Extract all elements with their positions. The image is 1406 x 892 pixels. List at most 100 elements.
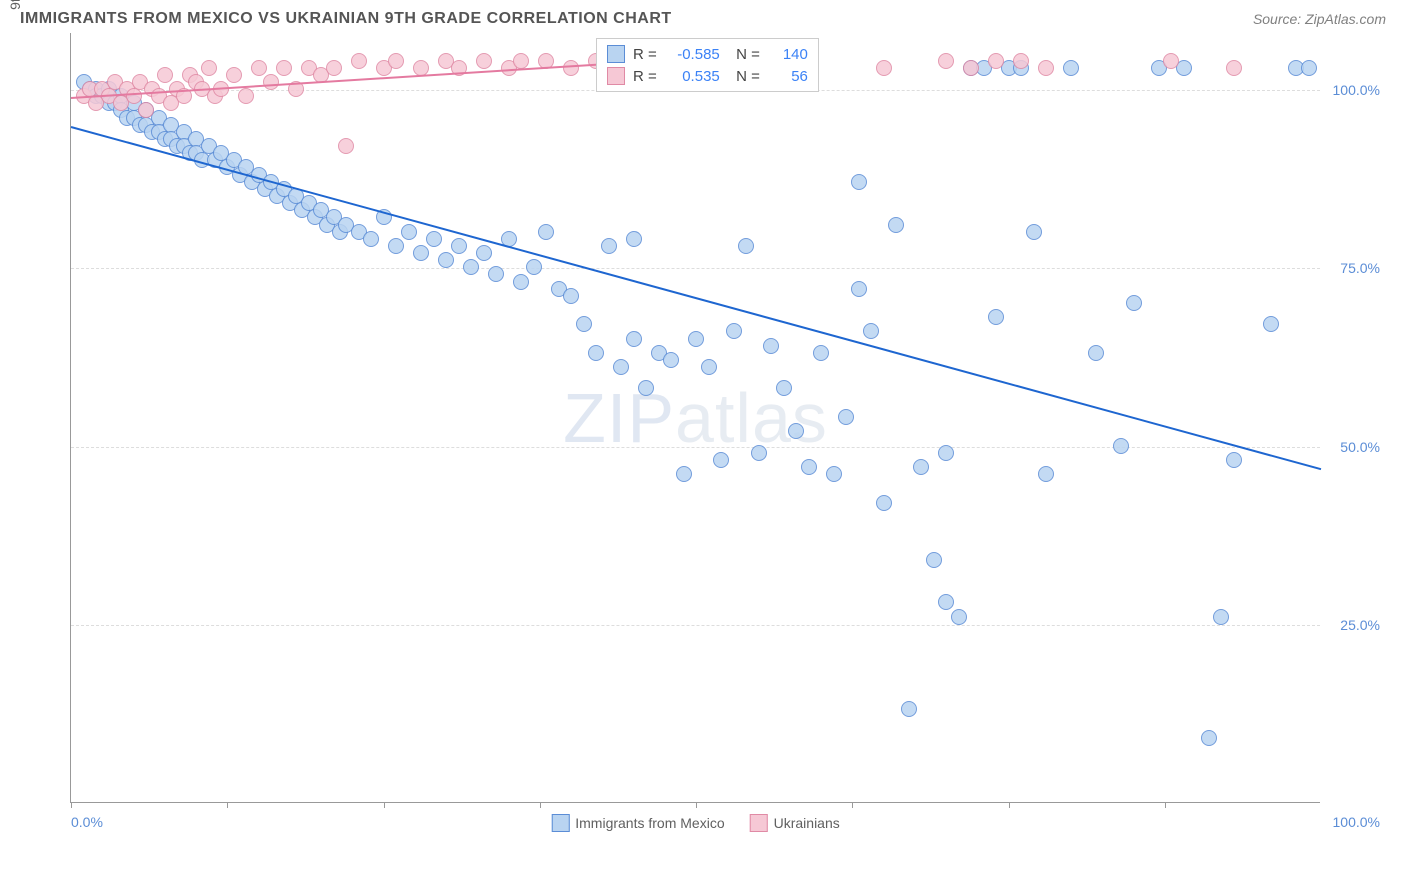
data-point [463,259,479,275]
data-point [713,452,729,468]
data-point [1026,224,1042,240]
data-point [401,224,417,240]
data-point [413,60,429,76]
data-point [588,345,604,361]
legend-item: Ukrainians [750,814,840,832]
trend-line [71,62,634,100]
data-point [838,409,854,425]
data-point [226,67,242,83]
data-point [1113,438,1129,454]
data-point [626,231,642,247]
watermark-thin: atlas [675,379,828,457]
n-value: 140 [768,46,808,63]
data-point [488,266,504,282]
data-point [1126,295,1142,311]
legend-item: Immigrants from Mexico [551,814,724,832]
data-point [1201,730,1217,746]
legend-swatch [551,814,569,832]
data-point [701,359,717,375]
data-point [926,552,942,568]
data-point [1213,609,1229,625]
data-point [238,88,254,104]
x-tick [71,802,72,808]
watermark-bold: ZIP [563,379,675,457]
data-point [851,281,867,297]
data-point [688,331,704,347]
data-point [563,288,579,304]
x-tick [384,802,385,808]
r-value: -0.585 [665,46,720,63]
legend-swatch [750,814,768,832]
data-point [826,466,842,482]
n-label: N = [728,46,760,63]
data-point [351,53,367,69]
data-point [663,352,679,368]
series-swatch [607,67,625,85]
legend: Immigrants from Mexico Ukrainians [551,814,840,832]
data-point [276,60,292,76]
legend-label: Ukrainians [774,815,840,831]
data-point [1301,60,1317,76]
data-point [638,380,654,396]
data-point [626,331,642,347]
data-point [251,60,267,76]
data-point [438,252,454,268]
data-point [938,594,954,610]
r-label: R = [633,46,657,63]
data-point [388,238,404,254]
stats-row: R =0.535 N =56 [607,65,808,87]
data-point [201,60,217,76]
plot-region: ZIPatlas 25.0%50.0%75.0%100.0%0.0%100.0%… [70,33,1320,803]
source-label: Source: ZipAtlas.com [1253,11,1386,27]
data-point [613,359,629,375]
header: IMMIGRANTS FROM MEXICO VS UKRAINIAN 9TH … [0,0,1406,33]
data-point [526,259,542,275]
data-point [1163,53,1179,69]
x-tick [227,802,228,808]
x-tick [696,802,697,808]
data-point [326,60,342,76]
data-point [863,323,879,339]
data-point [388,53,404,69]
data-point [963,60,979,76]
data-point [676,466,692,482]
x-tick [540,802,541,808]
x-max-label: 100.0% [1333,814,1380,830]
data-point [1063,60,1079,76]
r-label: R = [633,68,657,85]
x-tick [1165,802,1166,808]
x-tick [852,802,853,808]
data-point [476,53,492,69]
data-point [751,445,767,461]
data-point [1226,60,1242,76]
y-axis-label: 9th Grade [7,0,23,10]
data-point [913,459,929,475]
data-point [363,231,379,247]
data-point [601,238,617,254]
data-point [476,245,492,261]
r-value: 0.535 [665,68,720,85]
x-tick [1009,802,1010,808]
data-point [513,53,529,69]
data-point [426,231,442,247]
data-point [951,609,967,625]
gridline [71,447,1320,448]
data-point [888,217,904,233]
data-point [1088,345,1104,361]
data-point [801,459,817,475]
data-point [988,309,1004,325]
data-point [1013,53,1029,69]
n-label: N = [728,68,760,85]
series-swatch [607,45,625,63]
data-point [263,74,279,90]
data-point [938,445,954,461]
data-point [451,238,467,254]
data-point [876,495,892,511]
data-point [788,423,804,439]
y-tick-label: 75.0% [1340,260,1380,276]
data-point [538,224,554,240]
stats-row: R = -0.585 N = 140 [607,43,808,65]
data-point [988,53,1004,69]
data-point [763,338,779,354]
gridline [71,625,1320,626]
